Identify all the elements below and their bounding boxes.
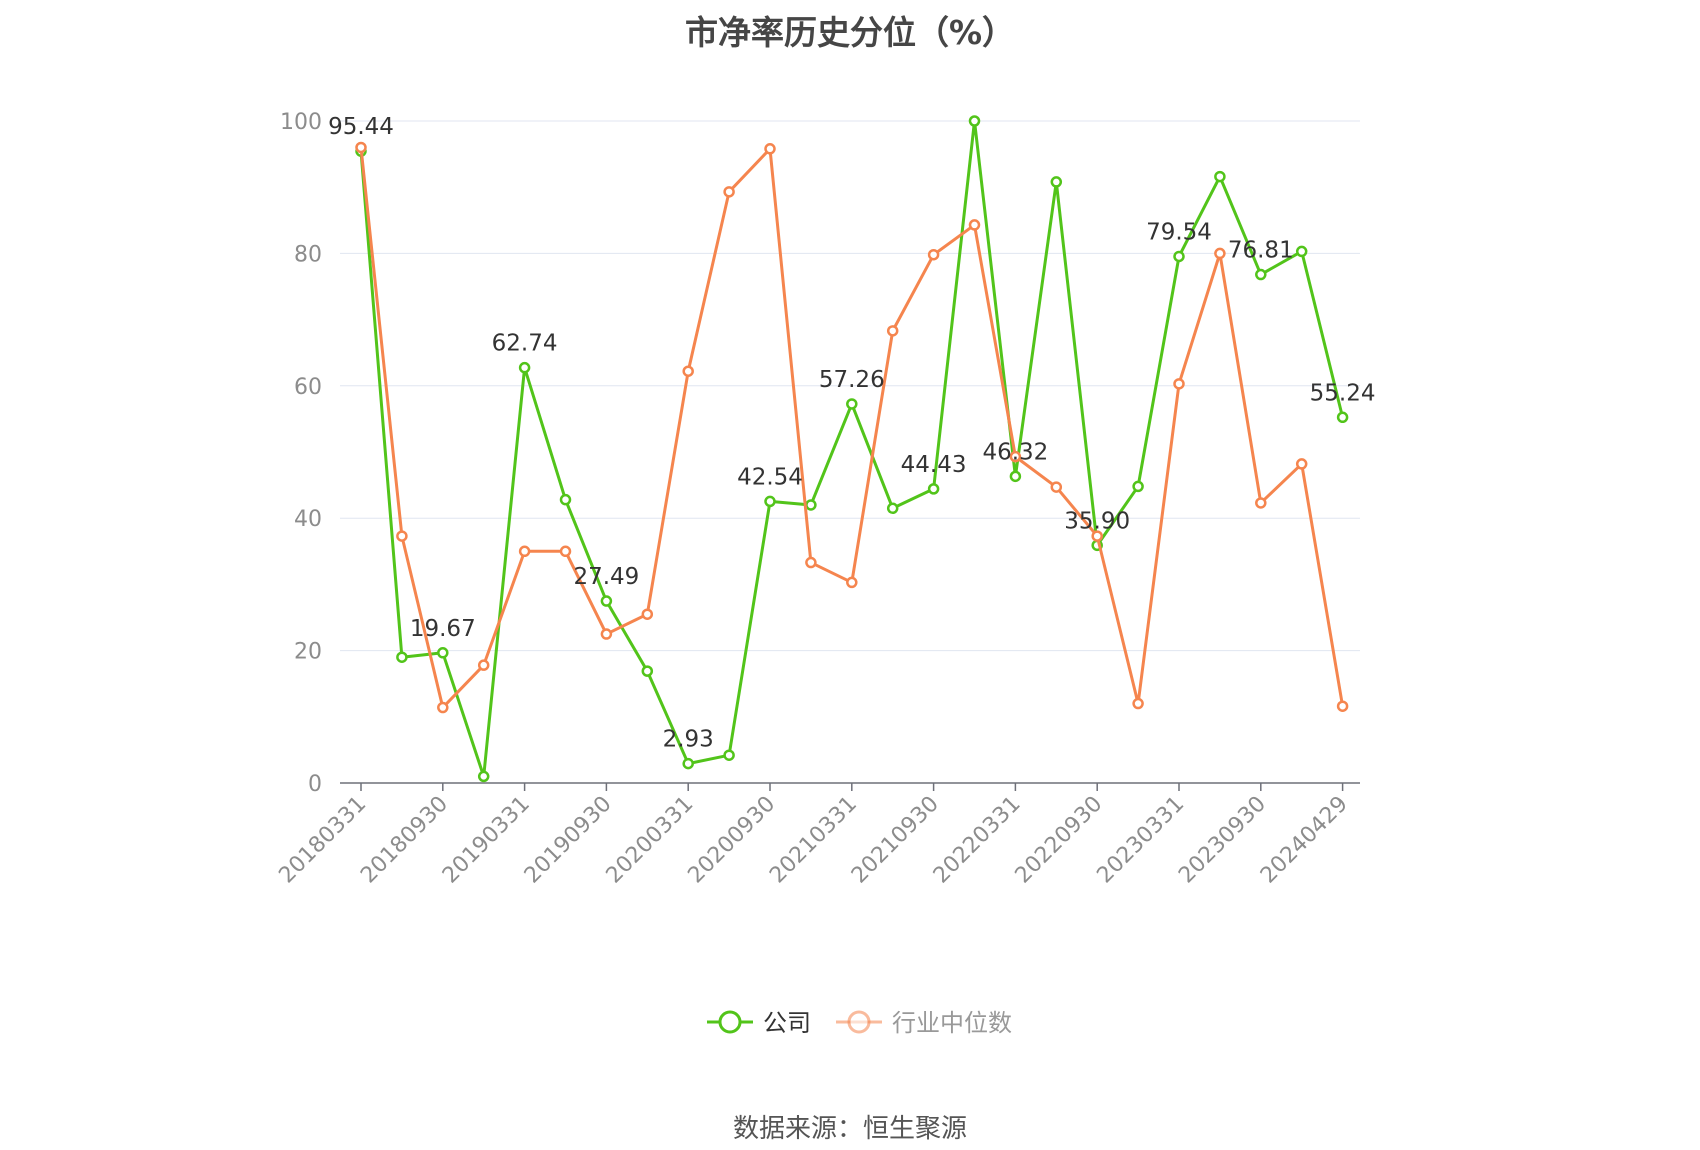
legend-label: 行业中位数 [892, 1009, 1012, 1037]
data-point [1295, 458, 1308, 470]
data-point [518, 361, 531, 374]
x-tick-label: 20200331 [602, 792, 699, 889]
legend-marker [847, 1010, 871, 1034]
x-tick-label: 20190331 [438, 792, 535, 889]
data-label: 95.44 [328, 114, 394, 140]
x-tick-label: 20230930 [1174, 792, 1271, 889]
data-point [846, 576, 858, 589]
data-label: 76.81 [1228, 238, 1294, 264]
data-point [641, 665, 654, 677]
data-point [723, 749, 735, 761]
chart-title: 市净率历史分位（%） [684, 13, 1016, 52]
x-tick-label: 20180930 [356, 792, 453, 889]
data-point [886, 502, 899, 515]
data-point [805, 556, 817, 569]
data-label: 44.43 [901, 452, 967, 478]
y-tick-label: 20 [294, 640, 322, 665]
x-tick-label: 20180331 [274, 792, 371, 889]
data-label: 79.54 [1146, 219, 1212, 245]
data-point [682, 365, 694, 377]
y-tick-label: 80 [294, 242, 322, 267]
data-point [1091, 530, 1103, 542]
data-point [682, 757, 694, 770]
data-label: 27.49 [573, 564, 639, 590]
data-point [886, 325, 899, 337]
x-tick-label: 20210331 [765, 792, 862, 889]
data-point [1173, 378, 1185, 390]
data-label: 42.54 [737, 464, 803, 490]
x-tick-label: 20210930 [847, 792, 944, 889]
data-point [1132, 480, 1144, 493]
data-point [559, 493, 572, 506]
data-point [396, 530, 408, 542]
data-point [1173, 250, 1185, 263]
x-tick-label: 20220331 [929, 792, 1026, 889]
data-label: 55.24 [1310, 380, 1376, 406]
data-label: 62.74 [492, 331, 558, 357]
data-point [723, 186, 735, 198]
x-tick-label: 20220930 [1011, 792, 1108, 889]
data-point [437, 647, 449, 659]
data-point [1336, 411, 1349, 424]
data-point [600, 595, 613, 607]
data-point [1255, 497, 1267, 509]
data-point [641, 608, 654, 620]
data-point [355, 141, 367, 154]
data-point [968, 219, 981, 231]
legend-label: 公司 [763, 1009, 811, 1037]
data-point [968, 115, 981, 127]
data-point [927, 483, 940, 495]
data-label: 57.26 [819, 367, 885, 393]
data-label: 19.67 [410, 616, 476, 642]
x-tick-label: 20190930 [520, 792, 617, 889]
data-point [846, 398, 858, 410]
data-label: 35.90 [1064, 508, 1130, 534]
data-point [764, 495, 776, 508]
data-point [764, 143, 776, 155]
data-point [1009, 470, 1022, 483]
x-tick-label: 20230331 [1092, 792, 1189, 889]
x-tick-label: 20200930 [683, 792, 780, 889]
data-point [437, 701, 449, 714]
data-point [600, 628, 613, 640]
data-source: 数据来源：恒生聚源 [732, 1114, 967, 1144]
data-point [559, 545, 572, 558]
y-tick-label: 100 [280, 110, 322, 135]
data-point [1050, 176, 1063, 188]
data-point [1214, 170, 1226, 183]
data-point [1255, 268, 1267, 281]
data-point [1214, 247, 1226, 260]
data-point [518, 545, 531, 558]
legend-item-industry-median: 行业中位数 [836, 1009, 1012, 1037]
data-point [1295, 245, 1308, 258]
data-point [1050, 481, 1063, 493]
legend-item-company: 公司 [707, 1009, 811, 1037]
data-point [477, 770, 490, 783]
y-tick-label: 60 [294, 375, 322, 400]
data-point [805, 499, 817, 511]
data-point [1336, 700, 1349, 712]
data-label: 2.93 [663, 727, 714, 753]
legend-marker [718, 1010, 742, 1034]
data-point [396, 651, 408, 663]
y-tick-label: 40 [294, 507, 322, 532]
data-point [1132, 697, 1144, 710]
data-label: 46.32 [982, 439, 1048, 465]
y-tick-label: 0 [308, 772, 322, 797]
data-point [927, 248, 940, 261]
data-point [477, 659, 490, 671]
data-point [1009, 450, 1022, 463]
x-tick-label: 20240429 [1256, 792, 1353, 889]
